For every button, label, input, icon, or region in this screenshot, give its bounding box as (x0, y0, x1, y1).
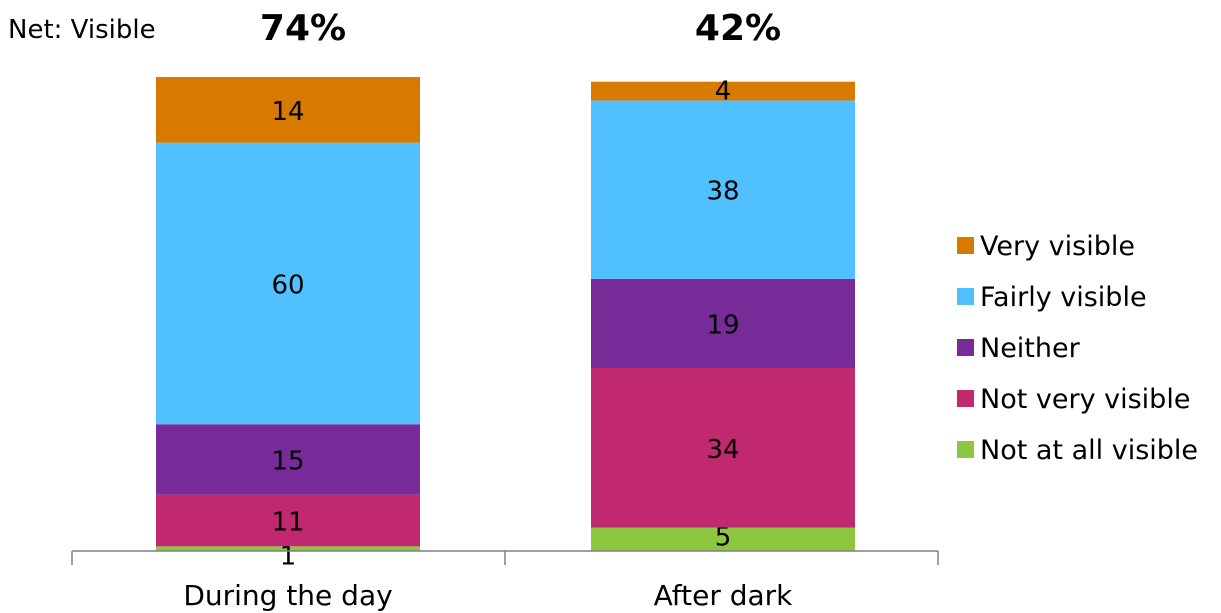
bar-segment-1-0 (591, 527, 855, 551)
legend-label-0: Very visible (980, 231, 1135, 262)
bar-segment-0-1 (156, 494, 420, 547)
legend-swatch-4 (957, 441, 974, 458)
legend-swatch-0 (957, 237, 974, 254)
net-visible-label: Net: Visible (8, 15, 156, 45)
bar-segment-0-2 (156, 424, 420, 495)
data-label-0-4: 14 (271, 97, 304, 127)
bar-segment-0-0 (156, 546, 420, 551)
data-label-1-3: 38 (706, 177, 739, 207)
data-label-1-4: 4 (715, 77, 732, 107)
bar-segment-1-2 (591, 278, 855, 368)
data-label-1-1: 34 (706, 435, 739, 465)
data-label-1-0: 5 (715, 523, 732, 553)
net-value-0: 74% (260, 8, 346, 49)
bar-segment-1-1 (591, 367, 855, 528)
data-label-0-0: 1 (280, 541, 297, 571)
data-label-0-3: 60 (271, 270, 304, 300)
legend-swatch-3 (957, 390, 974, 407)
bar-segment-1-3 (591, 100, 855, 279)
legend-swatch-1 (957, 288, 974, 305)
bar-segment-1-4 (591, 81, 855, 101)
data-label-0-1: 11 (271, 507, 304, 537)
legend-label-1: Fairly visible (980, 282, 1147, 313)
legend-label-3: Not very visible (980, 384, 1190, 415)
bar-segment-0-3 (156, 142, 420, 425)
bar-segment-0-4 (156, 77, 420, 143)
category-label-0: During the day (183, 579, 392, 612)
data-label-1-2: 19 (706, 310, 739, 340)
legend: Very visible Fairly visible Neither Not ver… (957, 231, 1198, 466)
legend-swatch-2 (957, 339, 974, 356)
category-label-1: After dark (654, 579, 794, 612)
legend-label-4: Not at all visible (980, 435, 1198, 466)
net-value-1: 42% (695, 8, 781, 49)
x-axis: During the day 74% After dark 42% (71, 8, 939, 612)
legend-label-2: Neither (980, 333, 1081, 364)
data-label-0-2: 15 (271, 446, 304, 476)
